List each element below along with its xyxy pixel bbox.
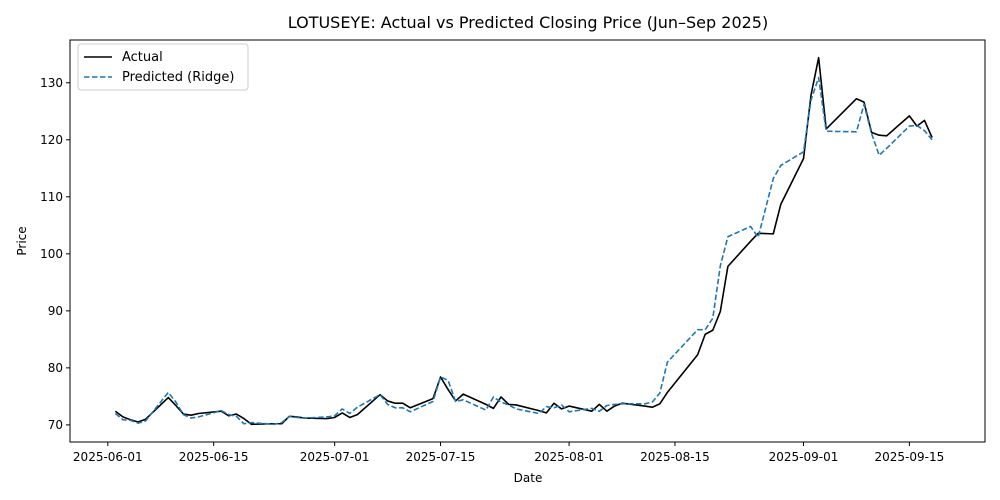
legend-box	[77, 43, 249, 91]
plot-background	[70, 40, 985, 442]
y-tick-label: 120	[40, 133, 63, 147]
legend-label-predicted: Predicted (Ridge)	[122, 70, 234, 85]
legend-label-actual: Actual	[122, 50, 163, 65]
y-tick-label: 100	[40, 247, 63, 261]
y-tick-label: 130	[40, 76, 63, 90]
y-tick-label: 90	[48, 304, 63, 318]
x-tick-label: 2025-09-15	[875, 450, 945, 464]
y-tick-label: 80	[48, 361, 63, 375]
y-tick-label: 110	[40, 190, 63, 204]
x-tick-label: 2025-08-15	[640, 450, 710, 464]
y-axis-label: Price	[15, 226, 29, 255]
x-tick-label: 2025-09-01	[769, 450, 839, 464]
chart-title: LOTUSEYE: Actual vs Predicted Closing Pr…	[288, 13, 768, 32]
series-line-predicted	[114, 76, 933, 426]
y-tick-label: 70	[48, 418, 63, 432]
legend: Actual Predicted (Ridge)	[77, 43, 249, 91]
x-tick-label: 2025-06-01	[73, 450, 143, 464]
x-tick-label: 2025-07-15	[406, 450, 476, 464]
x-axis: 2025-06-01 2025-06-15 2025-07-01 2025-07-15…	[73, 442, 944, 464]
series-line-actual	[114, 56, 933, 426]
plot-area	[69, 39, 986, 443]
plot-frame	[69, 39, 986, 443]
x-tick-label: 2025-06-15	[179, 450, 249, 464]
x-tick-label: 2025-07-01	[300, 450, 370, 464]
x-axis-label: Date	[514, 471, 543, 485]
y-axis: 70 80 90 100 110 120 130	[40, 76, 70, 432]
x-tick-label: 2025-08-01	[534, 450, 604, 464]
series-layer	[114, 56, 933, 426]
